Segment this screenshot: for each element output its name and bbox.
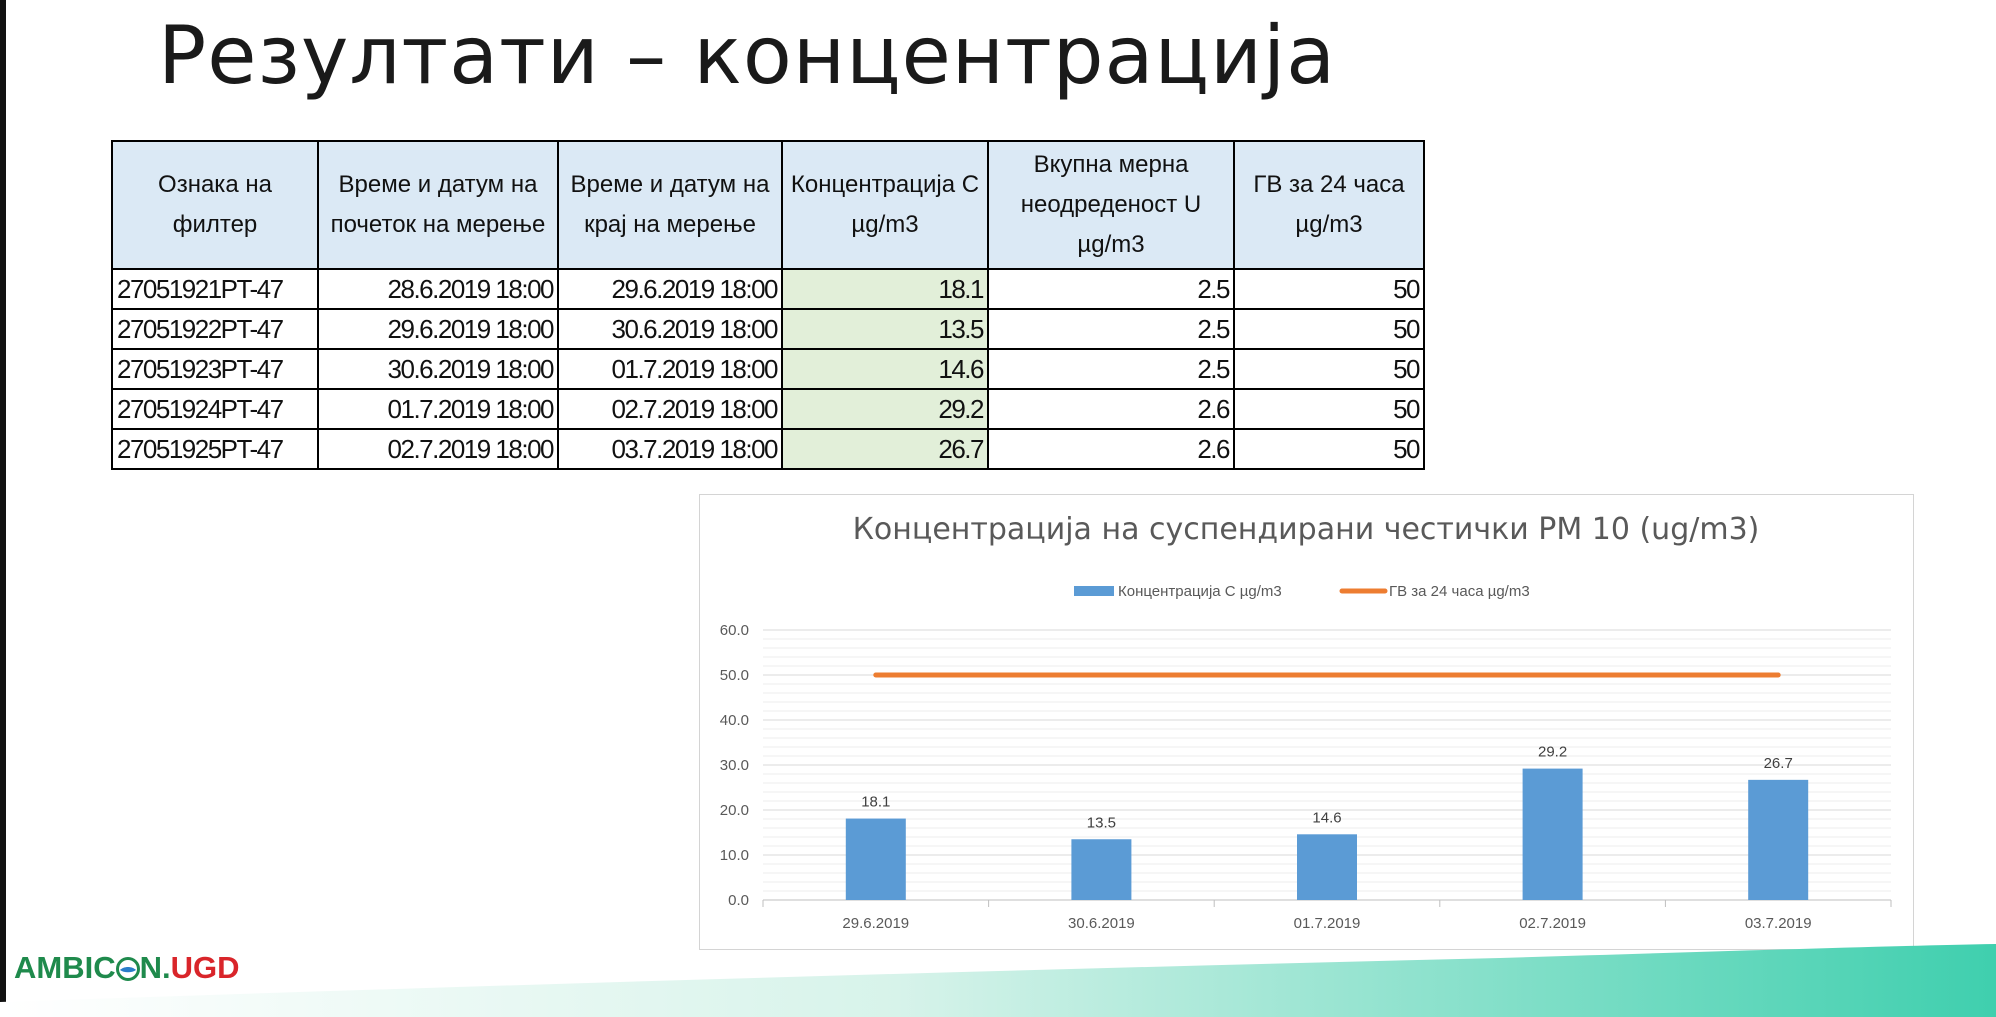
cell-end-time: 01.7.2019 18:00 bbox=[557, 348, 783, 390]
y-tick-label: 0.0 bbox=[728, 892, 749, 909]
cell-concentration: 14.6 bbox=[781, 348, 989, 390]
cell-concentration: 18.1 bbox=[781, 268, 989, 310]
header-uncertainty: Вкупна мерна неодреденост U µg/m3 bbox=[987, 140, 1235, 270]
legend-label-concentration: Концентрација C µg/m3 bbox=[1118, 583, 1282, 600]
x-tick-label: 30.6.2019 bbox=[1068, 915, 1135, 932]
cell-limit-value: 50 bbox=[1233, 348, 1425, 390]
bar-concentration bbox=[1071, 839, 1132, 900]
table-row: 27051924PT-47 01.7.2019 18:00 02.7.2019 … bbox=[111, 388, 1425, 430]
cell-start-time: 28.6.2019 18:00 bbox=[317, 268, 559, 310]
legend-label-limit: ГВ за 24 часа µg/m3 bbox=[1389, 583, 1530, 600]
bar-data-label: 13.5 bbox=[1087, 814, 1116, 831]
x-tick-label: 02.7.2019 bbox=[1519, 915, 1586, 932]
cell-concentration: 13.5 bbox=[781, 308, 989, 350]
cell-uncertainty: 2.5 bbox=[987, 268, 1235, 310]
slide-title: Резултати – концентрација bbox=[158, 9, 1337, 102]
bar-concentration bbox=[845, 818, 906, 900]
cell-start-time: 30.6.2019 18:00 bbox=[317, 348, 559, 390]
y-tick-label: 30.0 bbox=[720, 757, 749, 774]
cell-end-time: 30.6.2019 18:00 bbox=[557, 308, 783, 350]
cell-concentration: 29.2 bbox=[781, 388, 989, 430]
y-tick-label: 20.0 bbox=[720, 802, 749, 819]
header-concentration: Концентрација C µg/m3 bbox=[781, 140, 989, 270]
footer-wave bbox=[0, 944, 1996, 1017]
logo-globe-icon bbox=[115, 957, 140, 981]
cell-limit-value: 50 bbox=[1233, 308, 1425, 350]
bar-data-label: 26.7 bbox=[1764, 755, 1793, 772]
cell-filter-id: 27051923PT-47 bbox=[111, 348, 319, 390]
cell-uncertainty: 2.5 bbox=[987, 348, 1235, 390]
table-row: 27051923PT-47 30.6.2019 18:00 01.7.2019 … bbox=[111, 348, 1425, 390]
x-tick-label: 01.7.2019 bbox=[1294, 915, 1361, 932]
table-header-row: Ознака на филтер Време и датум на почето… bbox=[111, 140, 1425, 270]
bar-concentration bbox=[1748, 779, 1809, 900]
chart-title: Концентрација на суспендирани честички P… bbox=[853, 512, 1760, 547]
x-tick-label: 29.6.2019 bbox=[842, 915, 909, 932]
cell-start-time: 02.7.2019 18:00 bbox=[317, 428, 559, 470]
cell-concentration: 26.7 bbox=[781, 428, 989, 470]
legend-swatch-concentration bbox=[1074, 586, 1114, 596]
cell-filter-id: 27051922PT-47 bbox=[111, 308, 319, 350]
header-filter-id: Ознака на филтер bbox=[111, 140, 319, 270]
bar-data-label: 29.2 bbox=[1538, 744, 1567, 761]
y-tick-label: 10.0 bbox=[720, 847, 749, 864]
cell-uncertainty: 2.6 bbox=[987, 428, 1235, 470]
cell-start-time: 29.6.2019 18:00 bbox=[317, 308, 559, 350]
results-table: Ознака на филтер Време и датум на почето… bbox=[111, 140, 1425, 470]
table-row: 27051925PT-47 02.7.2019 18:00 03.7.2019 … bbox=[111, 428, 1425, 470]
concentration-chart: 0.0 10.0 20.0 30.0 40.0 50.0 60.0 18.1 29.6.2019… bbox=[699, 494, 1914, 950]
cell-uncertainty: 2.6 bbox=[987, 388, 1235, 430]
cell-end-time: 02.7.2019 18:00 bbox=[557, 388, 783, 430]
bar-concentration bbox=[1297, 834, 1357, 900]
cell-filter-id: 27051924PT-47 bbox=[111, 388, 319, 430]
cell-limit-value: 50 bbox=[1233, 428, 1425, 470]
bar-data-label: 14.6 bbox=[1312, 809, 1341, 826]
y-tick-label: 60.0 bbox=[720, 622, 749, 639]
cell-limit-value: 50 bbox=[1233, 388, 1425, 430]
table-row: 27051922PT-47 29.6.2019 18:00 30.6.2019 … bbox=[111, 308, 1425, 350]
y-tick-label: 50.0 bbox=[720, 667, 749, 684]
cell-limit-value: 50 bbox=[1233, 268, 1425, 310]
header-end-time: Време и датум на крај на мерење bbox=[557, 140, 783, 270]
cell-filter-id: 27051921PT-47 bbox=[111, 268, 319, 310]
cell-filter-id: 27051925PT-47 bbox=[111, 428, 319, 470]
cell-end-time: 03.7.2019 18:00 bbox=[557, 428, 783, 470]
cell-uncertainty: 2.5 bbox=[987, 308, 1235, 350]
bar-concentration bbox=[1522, 768, 1583, 900]
x-tick-label: 03.7.2019 bbox=[1745, 915, 1812, 932]
bar-data-label: 18.1 bbox=[861, 794, 890, 811]
left-edge-bar bbox=[0, 0, 6, 1017]
logo-text-n: N. bbox=[139, 950, 171, 985]
cell-end-time: 29.6.2019 18:00 bbox=[557, 268, 783, 310]
chart-canvas: 0.0 10.0 20.0 30.0 40.0 50.0 60.0 18.1 29.6.2019… bbox=[720, 512, 1892, 932]
ambicon-ugd-logo: AMBIC N.UGD bbox=[14, 950, 240, 986]
table-row: 27051921PT-47 28.6.2019 18:00 29.6.2019 … bbox=[111, 268, 1425, 310]
header-start-time: Време и датум на почеток на мерење bbox=[317, 140, 559, 270]
cell-start-time: 01.7.2019 18:00 bbox=[317, 388, 559, 430]
logo-text-ugd: UGD bbox=[170, 950, 240, 985]
header-limit-value: ГВ за 24 часа µg/m3 bbox=[1233, 140, 1425, 270]
y-tick-label: 40.0 bbox=[720, 712, 749, 729]
logo-text-ambic: AMBIC bbox=[14, 950, 116, 985]
